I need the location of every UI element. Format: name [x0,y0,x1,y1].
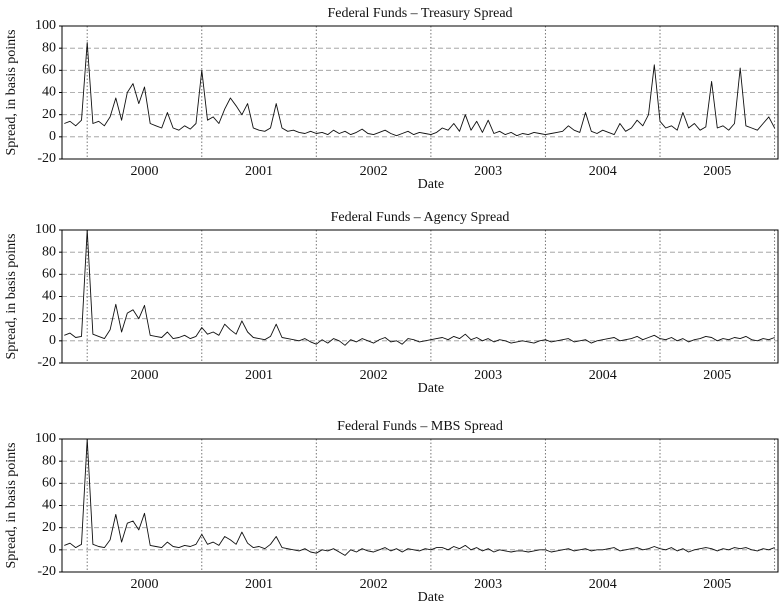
y-tick-label: 20 [42,520,56,535]
y-axis-label: Spread, in basis points [4,443,19,569]
x-tick-label: 2001 [245,164,273,179]
x-tick-label: 2000 [130,368,158,383]
x-axis-label: Date [418,590,444,605]
y-tick-label: 40 [42,498,56,513]
x-tick-label: 2004 [589,164,617,179]
x-tick-label: 2000 [130,577,158,592]
x-tick-label: 2002 [360,368,388,383]
y-tick-label: 60 [42,267,56,282]
y-tick-label: 20 [42,107,56,122]
y-tick-label: 60 [42,63,56,78]
y-tick-label: 60 [42,476,56,491]
x-tick-label: 2003 [474,577,502,592]
y-tick-label: 0 [49,333,56,348]
y-axis-label: Spread, in basis points [4,30,19,156]
plot-frame [61,25,779,160]
y-tick-label: -20 [37,151,56,166]
x-tick-label: 2001 [245,368,273,383]
y-tick-label: 0 [49,129,56,144]
x-tick-label: 2001 [245,577,273,592]
y-tick-label: 80 [42,244,56,259]
x-tick-label: 2004 [589,577,617,592]
y-tick-label: -20 [37,355,56,370]
x-tick-label: 2005 [703,577,731,592]
x-tick-label: 2004 [589,368,617,383]
y-tick-label: 100 [35,222,56,237]
y-tick-label: 40 [42,289,56,304]
series-line [64,229,775,346]
x-tick-label: 2000 [130,164,158,179]
chart-title: Federal Funds – Agency Spread [331,210,510,225]
x-axis-label: Date [418,177,444,192]
plot-frame [61,229,779,364]
chart-title: Federal Funds – MBS Spread [337,419,503,434]
x-tick-label: 2003 [474,164,502,179]
x-tick-label: 2005 [703,164,731,179]
x-tick-label: 2005 [703,368,731,383]
series-line [64,42,775,137]
series-line [64,438,775,556]
y-tick-label: -20 [37,564,56,579]
y-tick-label: 20 [42,311,56,326]
y-tick-label: 40 [42,85,56,100]
y-tick-label: 80 [42,40,56,55]
y-tick-label: 100 [35,431,56,446]
y-tick-label: 0 [49,542,56,557]
x-tick-label: 2003 [474,368,502,383]
plot-frame [61,438,779,573]
y-axis-label: Spread, in basis points [4,234,19,360]
x-tick-label: 2002 [360,164,388,179]
chart-title: Federal Funds – Treasury Spread [327,6,512,21]
y-tick-label: 80 [42,453,56,468]
x-axis-label: Date [418,381,444,396]
x-tick-label: 2002 [360,577,388,592]
y-tick-label: 100 [35,18,56,33]
